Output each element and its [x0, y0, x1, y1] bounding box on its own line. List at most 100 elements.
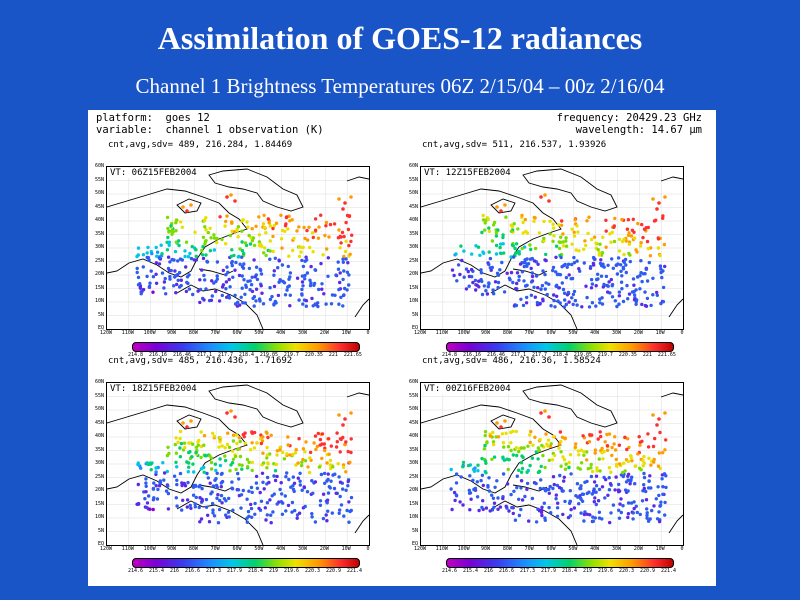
observation-dot: [598, 242, 602, 246]
observation-dot: [166, 255, 171, 259]
coastline: [490, 500, 578, 545]
observation-dot: [586, 231, 590, 236]
observation-dot: [183, 254, 187, 259]
y-tick-label: EQ: [411, 541, 418, 547]
observation-dot: [254, 474, 259, 479]
observation-dot: [454, 472, 459, 476]
observation-dot: [334, 491, 338, 495]
y-tick-label: 45N: [94, 419, 104, 426]
observation-dot: [559, 255, 563, 260]
observation-dot: [627, 231, 631, 235]
observation-dot: [527, 519, 531, 523]
colorbar-tick-label: 214.8: [128, 352, 144, 358]
colorbar-tick-label: 214.8: [442, 352, 458, 358]
observation-dot: [471, 280, 475, 285]
observation-dot: [206, 230, 210, 235]
observation-dot: [559, 235, 563, 239]
observation-dot: [521, 231, 525, 235]
observation-dot: [554, 244, 559, 248]
observation-dot: [646, 445, 651, 449]
observation-dot: [279, 213, 283, 217]
observation-dot: [262, 213, 266, 217]
observation-dot: [200, 268, 204, 272]
observation-dot: [305, 271, 310, 275]
observation-dot: [300, 488, 304, 492]
observation-dot: [614, 263, 618, 268]
observation-dot: [172, 258, 176, 262]
observation-dot: [230, 449, 235, 453]
observation-dot: [151, 290, 155, 294]
observation-dot: [661, 485, 665, 489]
observation-dot: [200, 248, 204, 253]
observation-dot: [206, 513, 210, 517]
observation-dot: [211, 484, 216, 488]
observation-dot: [532, 219, 536, 223]
observation-dot: [346, 227, 351, 232]
observation-dot: [495, 479, 499, 483]
coastline: [354, 298, 369, 318]
observation-dot: [589, 474, 594, 479]
observation-dot: [247, 460, 251, 464]
y-tick-label: 45N: [408, 203, 418, 210]
observation-dot: [532, 259, 537, 263]
observation-dot: [249, 506, 254, 511]
observation-dot: [284, 475, 288, 479]
observation-dot: [542, 219, 546, 224]
observation-dot: [636, 452, 640, 456]
observation-dot: [204, 253, 208, 257]
observation-dot: [475, 480, 479, 484]
observation-dot: [271, 234, 275, 239]
observation-dot: [484, 506, 489, 510]
observation-dot: [237, 477, 241, 481]
observation-dot: [268, 257, 272, 261]
observation-dot: [234, 260, 238, 265]
observation-dot: [491, 440, 496, 444]
observation-dot: [525, 257, 529, 261]
observation-dot: [481, 483, 485, 488]
observation-dot: [291, 248, 295, 253]
observation-dot: [639, 241, 643, 245]
observation-dot: [458, 500, 462, 504]
observation-dot: [603, 440, 607, 444]
observation-dot: [592, 235, 597, 239]
observation-dot: [501, 233, 505, 237]
observation-dot: [214, 289, 218, 294]
observation-dot: [261, 222, 266, 226]
observation-dot: [215, 471, 219, 475]
observation-dot: [179, 278, 183, 282]
observation-dot: [298, 471, 302, 475]
observation-dot: [561, 287, 566, 292]
observation-dot: [649, 486, 653, 490]
observation-dot: [482, 284, 486, 288]
observation-dot: [582, 519, 586, 523]
observation-dot: [537, 231, 542, 235]
observation-dot: [617, 302, 621, 306]
x-tick-label: 70W: [210, 546, 220, 552]
observation-dot: [631, 517, 635, 521]
observation-dot: [347, 283, 351, 287]
observation-dot: [342, 269, 346, 273]
observation-dot: [308, 283, 313, 288]
observation-dot: [651, 276, 655, 280]
observation-dot: [610, 453, 614, 458]
observation-dot: [544, 281, 548, 285]
observation-dot: [210, 294, 214, 298]
observation-dot: [464, 267, 469, 271]
observation-dot: [544, 258, 548, 263]
observation-dot: [202, 443, 206, 447]
observation-dot: [184, 289, 189, 294]
colorbar-tick-label: 216.16: [462, 352, 482, 358]
observation-dot: [522, 279, 526, 283]
observation-dot: [469, 267, 474, 272]
observation-dot: [169, 268, 173, 273]
observation-dot: [192, 470, 196, 474]
observation-dot: [148, 507, 152, 511]
observation-dot: [253, 512, 257, 516]
observation-dot: [504, 504, 508, 508]
observation-dot: [286, 503, 291, 508]
observation-dot: [663, 500, 667, 505]
coastline: [107, 404, 248, 494]
observation-dot: [145, 251, 149, 255]
observation-dot: [661, 300, 666, 304]
observation-dot: [233, 268, 237, 272]
